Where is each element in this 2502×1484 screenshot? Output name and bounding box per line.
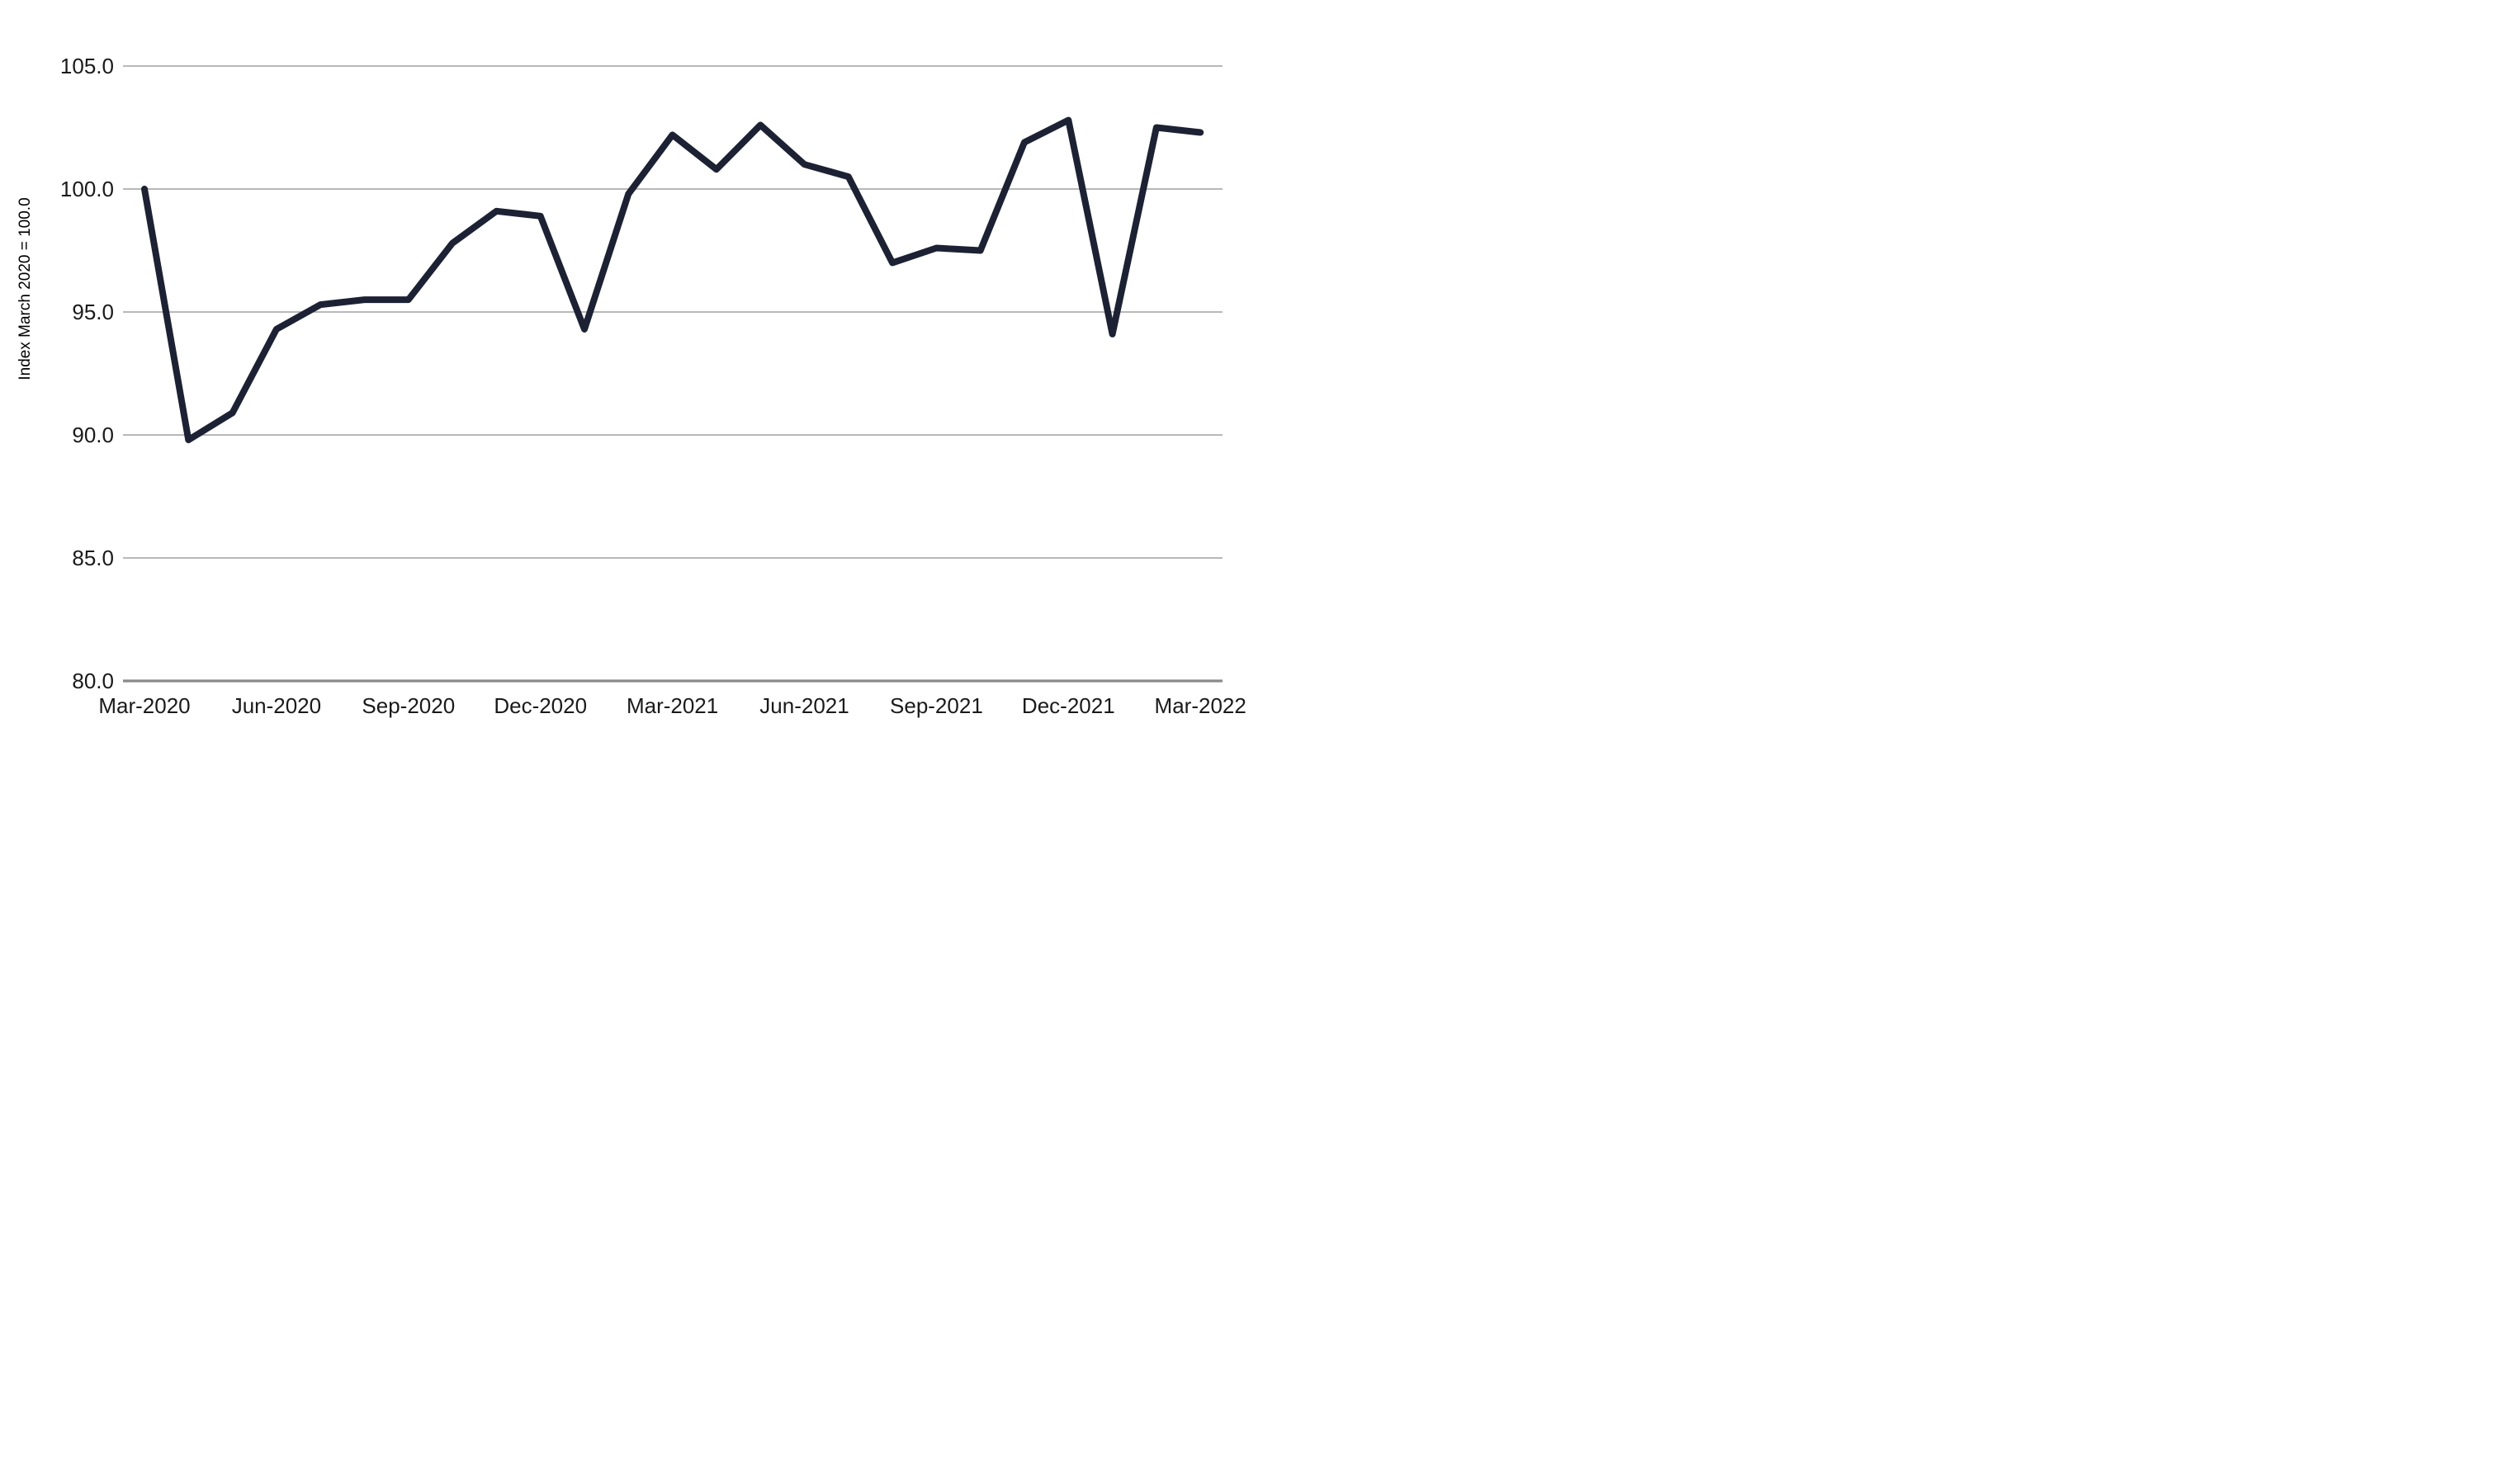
x-tick-label: Dec-2020	[494, 693, 587, 718]
x-tick-label: Mar-2020	[98, 693, 190, 718]
x-tick-label: Jun-2021	[759, 693, 849, 718]
x-tick-labels: Mar-2020 Jun-2020 Sep-2020 Dec-2020 Mar-2021…	[98, 693, 1246, 718]
y-tick-label: 105.0	[60, 54, 114, 78]
x-tick-label: Sep-2021	[890, 693, 983, 718]
data-series-line	[141, 116, 1204, 443]
gridlines	[123, 65, 1223, 683]
y-tick-labels: 105.0 100.0 95.0 90.0 85.0 80.0	[60, 54, 114, 693]
y-tick-label: 100.0	[60, 177, 114, 201]
y-tick-label: 95.0	[72, 300, 114, 324]
x-tick-label: Mar-2022	[1155, 693, 1246, 718]
y-tick-label: 90.0	[72, 423, 114, 447]
x-tick-label: Sep-2020	[362, 693, 455, 718]
x-tick-label: Dec-2021	[1022, 693, 1115, 718]
y-axis-title: Index March 2020 = 100.0	[17, 197, 34, 380]
line-chart-figure: 105.0 100.0 95.0 90.0 85.0 80.0 Mar-2020 Jun-2…	[0, 0, 1251, 742]
y-tick-label: 85.0	[72, 546, 114, 570]
x-tick-label: Jun-2020	[232, 693, 321, 718]
x-tick-label: Mar-2021	[627, 693, 718, 718]
y-tick-label: 80.0	[72, 669, 114, 693]
data-series	[141, 116, 1204, 443]
line-chart: 105.0 100.0 95.0 90.0 85.0 80.0 Mar-2020 Jun-2…	[17, 54, 1246, 718]
